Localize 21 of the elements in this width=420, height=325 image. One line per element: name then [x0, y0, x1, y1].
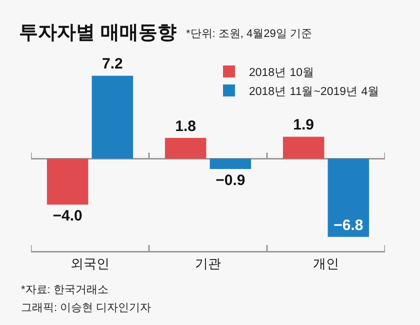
text: 그래픽: 이승현 디자인기자 — [21, 302, 152, 314]
bar — [164, 138, 206, 159]
data-label: 1.9 — [293, 116, 314, 134]
data-label: −6.8 — [334, 216, 364, 234]
bar — [282, 136, 324, 159]
data-label: 7.2 — [102, 56, 123, 73]
bar — [210, 158, 252, 169]
data-label: −0.9 — [216, 172, 246, 189]
bar — [328, 158, 370, 237]
data-label: 1.8 — [175, 118, 196, 135]
legend-label: 2018년 10월 — [249, 66, 315, 79]
x-tick-label: 개인 — [313, 256, 339, 272]
x-tick-label: 기관 — [195, 256, 221, 272]
bar — [92, 76, 134, 159]
chart-title: 투자자별 매매동향 — [19, 22, 176, 44]
text: *자료: 한국거래소 — [21, 284, 108, 296]
x-tick-label: 외국인 — [70, 256, 110, 272]
bar — [46, 158, 88, 205]
chart-subtitle: *단위: 조원, 4월29일 기준 — [186, 28, 312, 40]
data-label: −4.0 — [52, 208, 82, 225]
legend-label: 2018년 11월~2019년 4월 — [249, 86, 380, 98]
